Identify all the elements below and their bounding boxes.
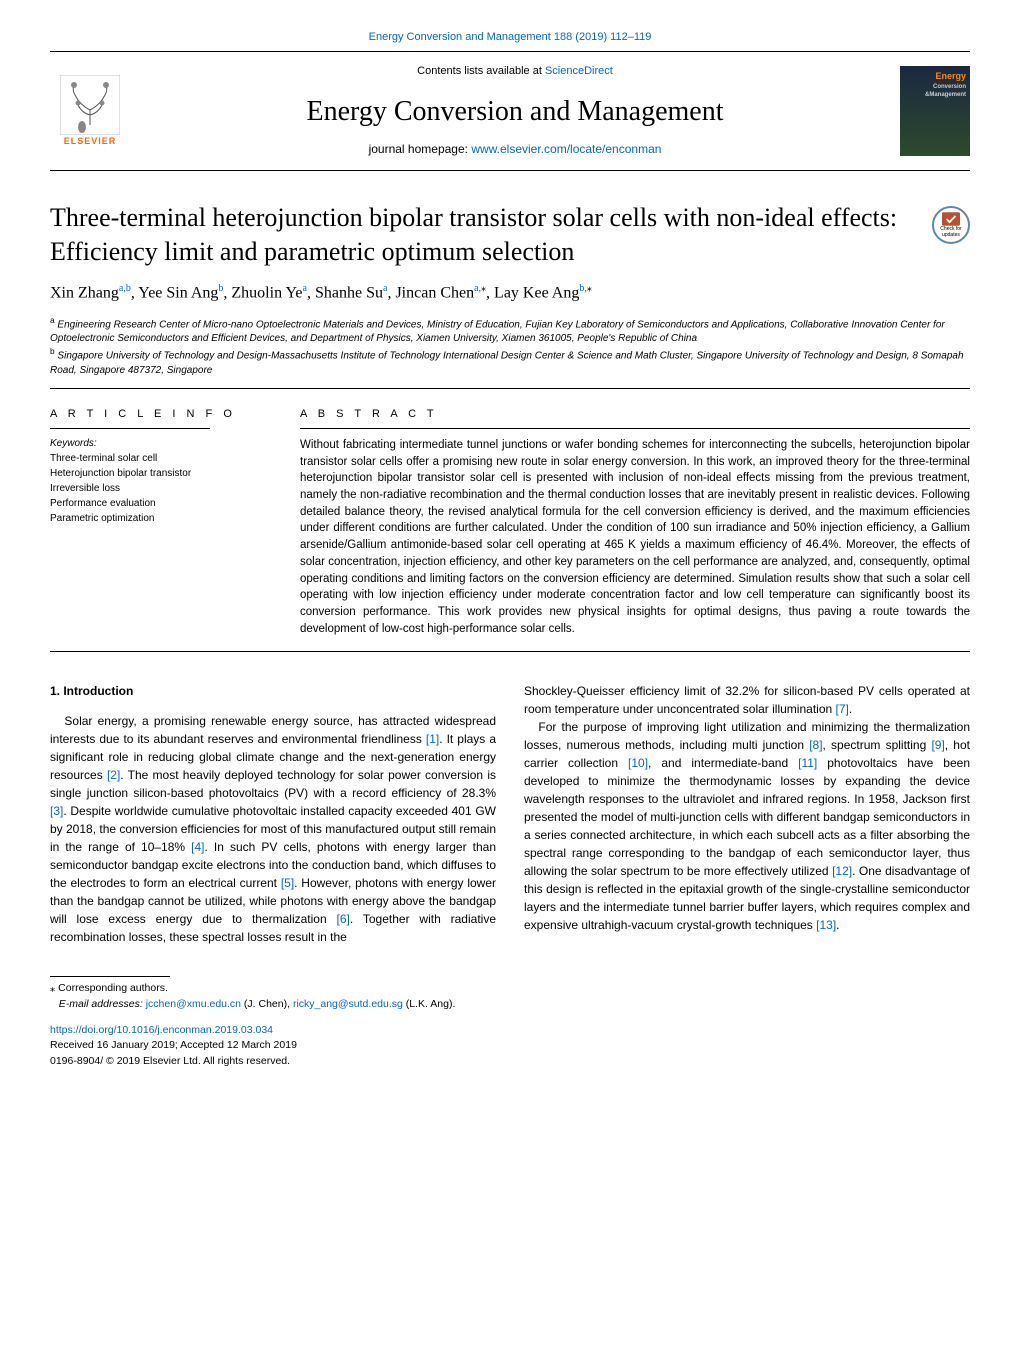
ref-link[interactable]: [4] [191, 840, 204, 854]
journal-name: Energy Conversion and Management [130, 92, 900, 131]
email-2-name: (L.K. Ang). [403, 998, 456, 1010]
top-rule [50, 51, 970, 52]
abstract-text: Without fabricating intermediate tunnel … [300, 437, 970, 637]
check-text-2: updates [942, 233, 960, 238]
ref-link[interactable]: [1] [426, 732, 439, 746]
email-label: E-mail addresses: [59, 998, 146, 1010]
ref-link[interactable]: [13] [816, 918, 836, 932]
sciencedirect-link[interactable]: ScienceDirect [545, 65, 613, 77]
body-columns: 1. Introduction Solar energy, a promisin… [50, 682, 970, 946]
check-updates-badge[interactable]: Check for updates [932, 206, 970, 244]
copyright-line: 0196-8904/ © 2019 Elsevier Ltd. All righ… [50, 1054, 970, 1070]
title-row: Three-terminal heterojunction bipolar tr… [50, 201, 970, 269]
cover-label-3: &Management [925, 91, 966, 99]
ref-link[interactable]: [6] [337, 912, 350, 926]
keywords-list: Three-terminal solar cellHeterojunction … [50, 451, 270, 526]
homepage-line: journal homepage: www.elsevier.com/locat… [130, 141, 900, 158]
corresponding-note: ⁎ Corresponding authors. [50, 981, 970, 997]
affil-rule [50, 388, 970, 389]
abstract-rule [300, 428, 970, 429]
homepage-prefix: journal homepage: [369, 142, 472, 156]
contents-line: Contents lists available at ScienceDirec… [130, 64, 900, 79]
citation-link[interactable]: Energy Conversion and Management 188 (20… [369, 31, 652, 43]
abstract-column: A B S T R A C T Without fabricating inte… [300, 407, 970, 637]
email-line: E-mail addresses: jcchen@xmu.edu.cn (J. … [50, 997, 970, 1013]
authors-list: Xin Zhanga,b, Yee Sin Angb, Zhuolin Yea,… [50, 282, 970, 305]
ref-link[interactable]: [9] [931, 738, 944, 752]
email-2[interactable]: ricky_ang@sutd.edu.sg [293, 998, 403, 1010]
ref-link[interactable]: [12] [832, 864, 852, 878]
keywords-label: Keywords: [50, 437, 270, 451]
intro-para-1: Solar energy, a promising renewable ener… [50, 712, 496, 946]
ref-link[interactable]: [11] [798, 756, 817, 770]
checkmark-icon [942, 212, 960, 226]
body-col-right: Shockley-Queisser efficiency limit of 32… [524, 682, 970, 946]
ref-link[interactable]: [5] [281, 876, 294, 890]
keyword-item: Three-terminal solar cell [50, 451, 270, 466]
intro-para-2: For the purpose of improving light utili… [524, 718, 970, 934]
affil-a: a Engineering Research Center of Micro-n… [50, 315, 970, 346]
email-1-name: (J. Chen), [241, 998, 293, 1010]
info-abstract-row: A R T I C L E I N F O Keywords: Three-te… [50, 407, 970, 637]
affiliations: a Engineering Research Center of Micro-n… [50, 315, 970, 378]
ref-link[interactable]: [3] [50, 804, 63, 818]
homepage-link[interactable]: www.elsevier.com/locate/enconman [471, 142, 661, 156]
abstract-label: A B S T R A C T [300, 407, 970, 422]
keyword-item: Irreversible loss [50, 481, 270, 496]
keyword-item: Performance evaluation [50, 496, 270, 511]
elsevier-tree-icon [60, 75, 120, 135]
article-title: Three-terminal heterojunction bipolar tr… [50, 201, 912, 269]
ref-link[interactable]: [8] [809, 738, 822, 752]
contents-prefix: Contents lists available at [417, 65, 545, 77]
email-1[interactable]: jcchen@xmu.edu.cn [146, 998, 241, 1010]
header-center: Contents lists available at ScienceDirec… [130, 64, 900, 157]
affil-b: b Singapore University of Technology and… [50, 346, 970, 377]
article-info: A R T I C L E I N F O Keywords: Three-te… [50, 407, 270, 637]
info-rule [50, 428, 210, 429]
footer-block: ⁎ Corresponding authors. E-mail addresse… [50, 976, 970, 1070]
keyword-item: Heterojunction bipolar transistor [50, 466, 270, 481]
elsevier-logo: ELSEVIER [50, 66, 130, 156]
intro-para-1-cont: Shockley-Queisser efficiency limit of 32… [524, 682, 970, 718]
received-line: Received 16 January 2019; Accepted 12 Ma… [50, 1038, 970, 1054]
keyword-item: Parametric optimization [50, 511, 270, 526]
body-col-left: 1. Introduction Solar energy, a promisin… [50, 682, 496, 946]
ref-link[interactable]: [10] [628, 756, 648, 770]
doi-link[interactable]: https://doi.org/10.1016/j.enconman.2019.… [50, 1024, 273, 1036]
section-heading: 1. Introduction [50, 682, 496, 700]
citation-header: Energy Conversion and Management 188 (20… [50, 30, 970, 45]
cover-label-2: Conversion [933, 83, 966, 91]
elsevier-label: ELSEVIER [64, 135, 117, 148]
footer-rule [50, 976, 170, 977]
ref-link[interactable]: [2] [107, 768, 120, 782]
doi-line: https://doi.org/10.1016/j.enconman.2019.… [50, 1023, 970, 1039]
header-rule [50, 170, 970, 171]
info-label: A R T I C L E I N F O [50, 407, 270, 422]
cover-label-1: Energy [935, 70, 966, 83]
journal-cover: Energy Conversion &Management [900, 66, 970, 156]
abstract-bottom-rule [50, 651, 970, 652]
ref-link[interactable]: [7] [836, 702, 849, 716]
journal-header: ELSEVIER Contents lists available at Sci… [50, 54, 970, 167]
